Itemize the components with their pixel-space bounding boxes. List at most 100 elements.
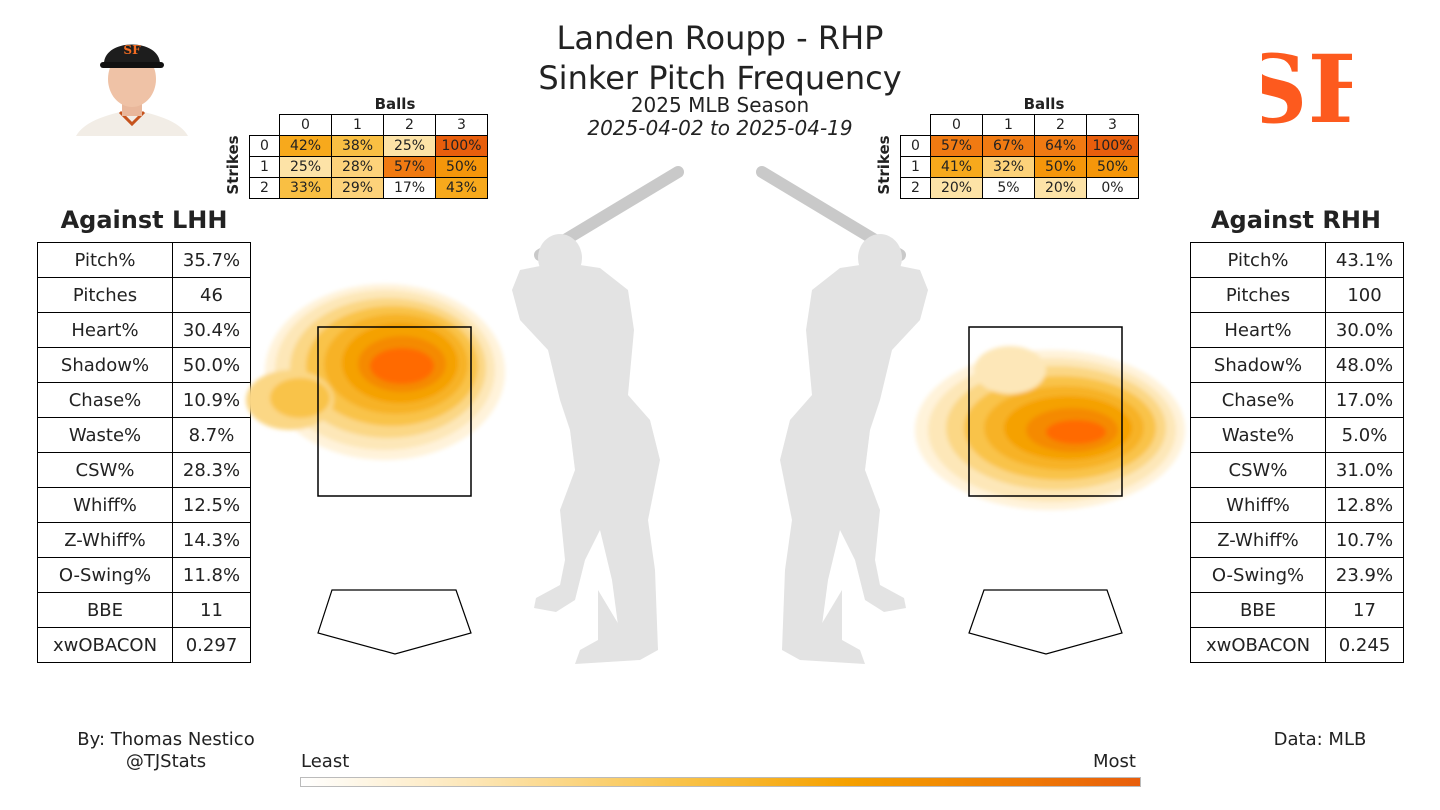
batter-silhouette-left	[512, 166, 684, 664]
stat-row: xwOBACON 0.297	[37, 627, 251, 663]
stat-row: xwOBACON 0.245	[1190, 627, 1404, 663]
home-plate-lhh	[317, 589, 472, 655]
stat-value: 17.0%	[1325, 382, 1404, 418]
stat-value: 46	[172, 277, 251, 313]
count-cell: 67%	[982, 135, 1035, 157]
stat-value: 30.4%	[172, 312, 251, 348]
count-cell: 5%	[982, 177, 1035, 199]
stat-value: 14.3%	[172, 522, 251, 558]
count-cell: 20%	[1034, 177, 1087, 199]
stat-value: 43.1%	[1325, 242, 1404, 278]
stat-name: xwOBACON	[1190, 627, 1326, 663]
stat-name: Shadow%	[37, 347, 173, 383]
count-cell: 25%	[279, 156, 332, 178]
stat-name: Heart%	[37, 312, 173, 348]
stat-name: Chase%	[37, 382, 173, 418]
strike-zone-lhh	[317, 326, 472, 497]
stat-row: BBE 17	[1190, 592, 1404, 628]
author-handle: @TJStats	[125, 751, 207, 772]
date-range: 2025-04-02 to 2025-04-19	[587, 116, 853, 140]
strike-zone-rhh	[968, 326, 1123, 497]
stat-value: 11.8%	[172, 557, 251, 593]
home-plate-rhh	[968, 589, 1123, 655]
stat-row: O-Swing% 23.9%	[1190, 557, 1404, 593]
count-cell: 28%	[331, 156, 384, 178]
stat-row: Shadow% 50.0%	[37, 347, 251, 383]
count-cell: 50%	[1034, 156, 1087, 178]
stat-value: 23.9%	[1325, 557, 1404, 593]
count-cell: 17%	[383, 177, 436, 199]
stat-row: CSW% 31.0%	[1190, 452, 1404, 488]
stat-name: Z-Whiff%	[1190, 522, 1326, 558]
stat-name: Chase%	[1190, 382, 1326, 418]
count-cell: 32%	[982, 156, 1035, 178]
stat-row: Z-Whiff% 14.3%	[37, 522, 251, 558]
balls-label-lhh: Balls	[374, 95, 416, 113]
stat-value: 0.297	[172, 627, 251, 663]
stats-table-rhh: Pitch% 43.1% Pitches 100 Heart% 30.0% Shadow% 4…	[1190, 242, 1404, 663]
player-headshot-icon: SF	[76, 43, 188, 136]
count-cell: 38%	[331, 135, 384, 157]
stat-row: Pitch% 35.7%	[37, 242, 251, 278]
chart-title: Landen Roupp - RHP	[556, 19, 884, 57]
stat-name: Pitch%	[37, 242, 173, 278]
count-cell: 64%	[1034, 135, 1087, 157]
density-rhh	[915, 346, 1185, 510]
count-cell: 57%	[383, 156, 436, 178]
stat-value: 48.0%	[1325, 347, 1404, 383]
stat-name: CSW%	[37, 452, 173, 488]
stat-value: 8.7%	[172, 417, 251, 453]
stat-value: 0.245	[1325, 627, 1404, 663]
density-lhh	[246, 284, 505, 460]
stats-table-lhh: Pitch% 35.7% Pitches 46 Heart% 30.4% Shadow% 50…	[37, 242, 251, 663]
count-cell: 41%	[930, 156, 983, 178]
stat-row: Whiff% 12.8%	[1190, 487, 1404, 523]
stat-value: 100	[1325, 277, 1404, 313]
stat-row: Heart% 30.4%	[37, 312, 251, 348]
stat-value: 31.0%	[1325, 452, 1404, 488]
stat-name: Whiff%	[1190, 487, 1326, 523]
data-source: Data: MLB	[1273, 729, 1367, 750]
author-credit: By: Thomas Nestico	[77, 729, 255, 750]
count-grid-lhh: 0 1 2 3 0 42% 38% 25% 100% 1 25% 28% 57% 50% 2 33% 29% 17…	[249, 114, 488, 199]
count-cell: 50%	[435, 156, 488, 178]
lhh-title: Against LHH	[60, 206, 228, 234]
count-cell: 25%	[383, 135, 436, 157]
stat-row: Waste% 8.7%	[37, 417, 251, 453]
colorbar-most-label: Most	[1093, 751, 1136, 772]
count-cell: 33%	[279, 177, 332, 199]
count-cell: 29%	[331, 177, 384, 199]
credit-block: By: Thomas Nestico @TJStats	[60, 729, 272, 773]
count-cell: 43%	[435, 177, 488, 199]
stat-value: 10.7%	[1325, 522, 1404, 558]
stat-row: Shadow% 48.0%	[1190, 347, 1404, 383]
batter-silhouette-right	[756, 166, 928, 664]
stat-name: Shadow%	[1190, 347, 1326, 383]
stat-value: 12.5%	[172, 487, 251, 523]
stat-name: Pitch%	[1190, 242, 1326, 278]
stat-row: CSW% 28.3%	[37, 452, 251, 488]
count-cell: 100%	[1086, 135, 1139, 157]
count-cell: 100%	[435, 135, 488, 157]
stat-row: Pitches 100	[1190, 277, 1404, 313]
count-cell: 0%	[1086, 177, 1139, 199]
stat-value: 12.8%	[1325, 487, 1404, 523]
stat-row: Chase% 17.0%	[1190, 382, 1404, 418]
chart-subtitle: Sinker Pitch Frequency	[538, 59, 902, 97]
sf-giants-logo-icon: SF	[1262, 35, 1352, 136]
colorbar	[300, 777, 1141, 787]
team-logo-text: SF	[1262, 35, 1352, 136]
balls-label-rhh: Balls	[1023, 95, 1065, 113]
colorbar-least-label: Least	[301, 751, 350, 772]
stat-value: 11	[172, 592, 251, 628]
stat-name: CSW%	[1190, 452, 1326, 488]
svg-text:SF: SF	[123, 43, 141, 57]
rhh-title: Against RHH	[1210, 206, 1382, 234]
stat-row: Pitch% 43.1%	[1190, 242, 1404, 278]
count-grid-rhh: 0 1 2 3 0 57% 67% 64% 100% 1 41% 32% 50% 50% 2 20% 5% 20%…	[900, 114, 1139, 199]
season-label: 2025 MLB Season	[630, 93, 810, 117]
stat-row: Z-Whiff% 10.7%	[1190, 522, 1404, 558]
stat-name: xwOBACON	[37, 627, 173, 663]
stat-value: 30.0%	[1325, 312, 1404, 348]
